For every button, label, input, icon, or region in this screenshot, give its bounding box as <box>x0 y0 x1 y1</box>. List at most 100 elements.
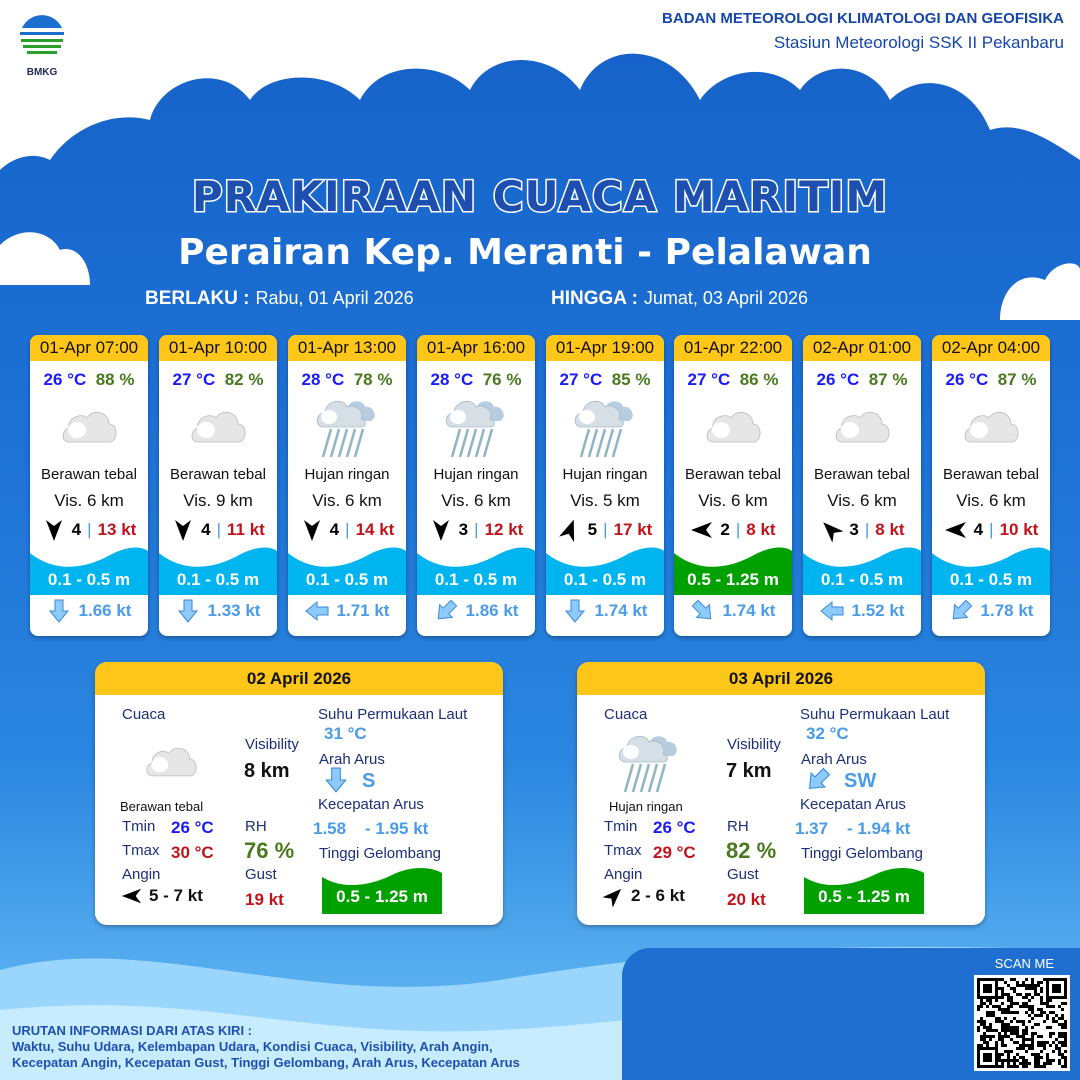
wind-direction-icon <box>823 522 844 542</box>
humidity: 82 % <box>224 370 264 389</box>
page-title: PRAKIRAAN CUACA MARITIM <box>190 171 889 223</box>
forecast-card: 02-Apr 01:00 26 °C 87 % Berawan tebal Vi… <box>803 335 921 636</box>
visibility: Vis. 9 km <box>183 491 253 510</box>
cloud-banner <box>0 0 1080 170</box>
visibility: Vis. 6 km <box>312 491 382 510</box>
wind-speed: 4 <box>201 520 211 539</box>
wave-height: 0.1 - 0.5 m <box>546 545 664 595</box>
visibility: Vis. 6 km <box>54 491 124 510</box>
current-speed: 1.74 kt <box>722 601 776 620</box>
scan-me-label: SCAN ME <box>994 956 1054 971</box>
current-speed: 1.52 kt <box>851 601 905 620</box>
humidity: 78 % <box>353 370 393 389</box>
wind-row: 4 | 14 kt <box>288 517 406 543</box>
weather-condition: Hujan ringan <box>304 466 390 483</box>
current-row: 1.33 kt <box>159 599 277 623</box>
wave-height-label: Tinggi Gelombang <box>319 845 442 862</box>
cloud-icon <box>159 390 277 462</box>
current-row: 1.71 kt <box>288 599 406 623</box>
cuaca-label: Cuaca <box>604 706 648 723</box>
current-direction-label: Arah Arus <box>319 751 385 768</box>
wind-direction-icon <box>558 519 574 542</box>
info-note-line: Waktu, Suhu Udara, Kelembapan Udara, Kon… <box>12 1039 493 1054</box>
visibility: Vis. 5 km <box>570 491 640 510</box>
gust-speed: 8 kt <box>875 520 905 539</box>
wave-height: 0.5 - 1.25 m <box>322 867 442 914</box>
tmax-value: 29 °C <box>653 843 696 862</box>
wind-speed: 3 <box>458 520 469 539</box>
air-temperature: 28 °C <box>301 370 345 389</box>
air-temperature: 26 °C <box>43 370 87 389</box>
wind-row: 4 | 10 kt <box>932 517 1050 543</box>
forecast-time: 01-Apr 19:00 <box>546 335 664 361</box>
rh-value: 76 % <box>244 838 295 863</box>
angin-label: Angin <box>122 866 161 883</box>
wave-height-value: 0.5 - 1.25 m <box>687 570 779 589</box>
wind-row: 5 | 17 kt <box>546 517 664 543</box>
current-speed: 1.86 kt <box>465 601 519 620</box>
wind-direction-icon <box>45 520 62 541</box>
current-direction-icon <box>564 599 585 623</box>
wind-direction-icon <box>432 520 449 541</box>
tmin-value: 26 °C <box>171 818 214 837</box>
air-temperature: 26 °C <box>945 370 989 389</box>
current-speed: 1.78 kt <box>980 601 1034 620</box>
air-temperature: 28 °C <box>430 370 474 389</box>
valid-to: HINGGA : Jumat, 03 April 2026 <box>551 288 808 310</box>
current-row: 1.78 kt <box>932 599 1050 623</box>
cloud-icon <box>143 740 199 787</box>
forecast-time: 01-Apr 13:00 <box>288 335 406 361</box>
cloud-icon <box>674 390 792 462</box>
current-direction-icon <box>819 600 844 622</box>
gust-speed: 14 kt <box>355 520 395 539</box>
current-direction-value: S <box>362 770 376 792</box>
gust-value: 19 kt <box>245 890 284 909</box>
current-direction-icon <box>952 599 972 620</box>
wind-direction-icon <box>691 522 713 538</box>
wave-height: 0.1 - 0.5 m <box>288 545 406 595</box>
angin-label: Angin <box>604 866 643 883</box>
valid-from-label: BERLAKU : <box>145 288 250 309</box>
wind-row: 3 | 12 kt <box>417 517 535 543</box>
wave-height-value: 0.1 - 0.5 m <box>820 570 904 589</box>
humidity: 76 % <box>482 370 522 389</box>
wave-height-value: 0.5 - 1.25 m <box>336 887 428 906</box>
valid-to-label: HINGGA : <box>551 288 638 309</box>
wave-height: 0.1 - 0.5 m <box>30 545 148 595</box>
valid-from-date: Rabu, 01 April 2026 <box>255 288 414 308</box>
current-row: 1.86 kt <box>417 599 535 623</box>
current-row: 1.74 kt <box>546 599 664 623</box>
current-direction-icon <box>691 599 711 620</box>
visibility: Vis. 6 km <box>956 491 1026 510</box>
org-name: BADAN METEOROLOGI KLIMATOLOGI DAN GEOFIS… <box>662 10 1064 27</box>
daily-summary-panel: 02 April 2026 Cuaca Berawan tebal Tmin 2… <box>95 662 503 925</box>
rain-icon <box>617 726 681 801</box>
wind-direction-icon <box>602 888 622 908</box>
wind-speed: 5 <box>587 520 598 539</box>
wave-height: 0.5 - 1.25 m <box>674 545 792 595</box>
qr-code[interactable] <box>974 975 1070 1071</box>
bmkg-logo-icon <box>19 13 65 59</box>
visibility-label: Visibility <box>245 736 299 753</box>
current-direction-icon <box>48 599 69 623</box>
forecast-card: 01-Apr 22:00 27 °C 86 % Berawan tebal Vi… <box>674 335 792 636</box>
current-speed-max: - 1.95 kt <box>365 819 429 838</box>
gust-speed: 10 kt <box>999 520 1039 539</box>
forecast-card: 02-Apr 04:00 26 °C 87 % Berawan tebal Vi… <box>932 335 1050 636</box>
forecast-card: 01-Apr 19:00 27 °C 85 % Hujan ringan Vis… <box>546 335 664 636</box>
weather-condition: Berawan tebal <box>120 799 204 814</box>
current-direction-icon <box>304 600 329 622</box>
page-subtitle: Perairan Kep. Meranti - Pelalawan <box>178 232 872 273</box>
rh-label: RH <box>245 818 267 835</box>
gust-label: Gust <box>245 866 277 883</box>
current-direction-icon <box>808 767 831 790</box>
humidity: 86 % <box>739 370 779 389</box>
weather-condition: Berawan tebal <box>685 466 781 483</box>
current-speed-label: Kecepatan Arus <box>318 796 424 813</box>
wind-row: 3 | 8 kt <box>803 517 921 543</box>
visibility-label: Visibility <box>727 736 781 753</box>
current-direction-value: SW <box>844 770 877 792</box>
air-temperature: 27 °C <box>687 370 731 389</box>
weather-condition: Hujan ringan <box>609 799 683 814</box>
wind-row: 4 | 11 kt <box>159 517 277 543</box>
